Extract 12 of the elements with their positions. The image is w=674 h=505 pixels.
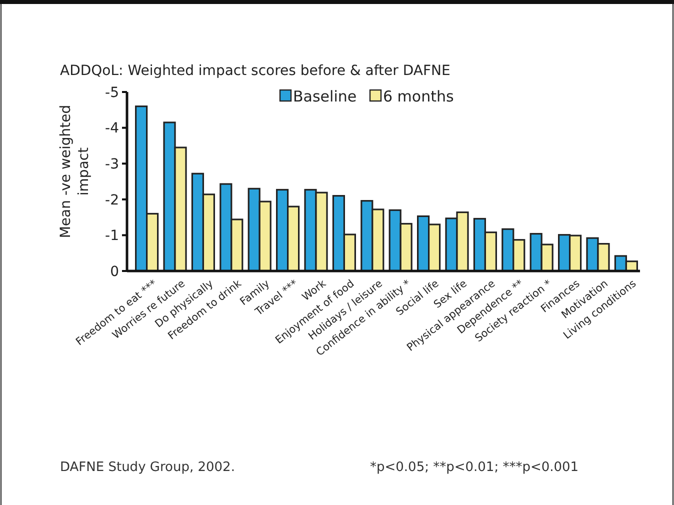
y-tick-label: -2 [105, 192, 119, 208]
y-tick-label: -1 [105, 228, 119, 244]
chart-title: ADDQoL: Weighted impact scores before & after DAFNE [60, 63, 450, 79]
y-tick-label: -3 [105, 156, 119, 172]
y-tick-label: -4 [105, 120, 120, 137]
text: *p<0.05; **p<0.01; ***p<0.001 [370, 460, 579, 475]
legend-label: Baseline [293, 87, 357, 106]
y-tick-label: -5 [105, 84, 119, 101]
y-axis-title: Mean -ve weighted impact [58, 104, 92, 238]
text: DAFNE Study Group, 2002. [60, 460, 235, 475]
legend-label: 6 months [383, 87, 454, 106]
y-tick-label: 0 [110, 264, 119, 280]
